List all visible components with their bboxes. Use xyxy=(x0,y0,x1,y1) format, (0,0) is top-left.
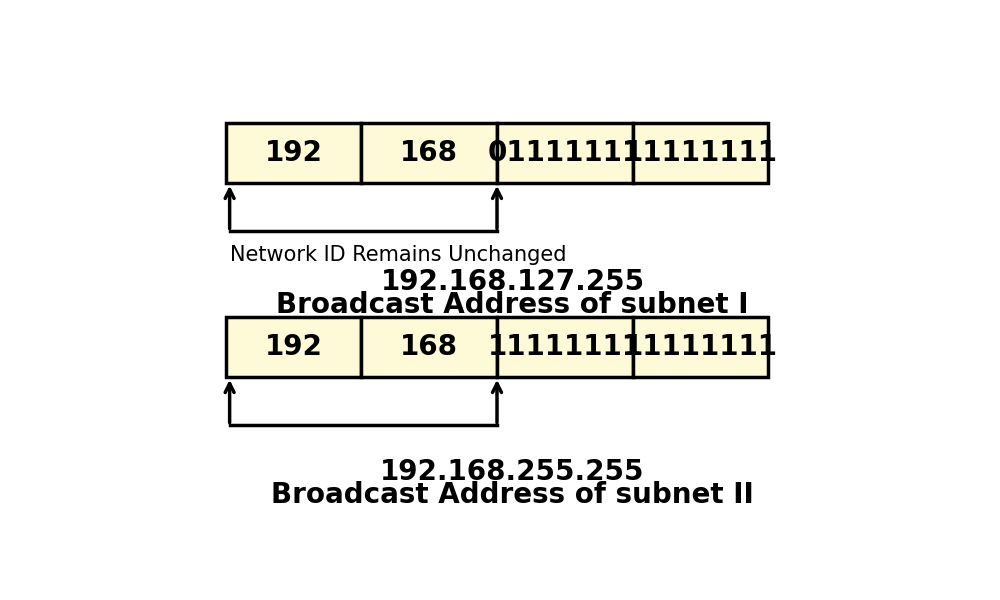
Text: 11111111: 11111111 xyxy=(623,139,777,167)
Text: 168: 168 xyxy=(400,139,458,167)
Text: 11111111: 11111111 xyxy=(623,333,777,361)
Bar xyxy=(633,123,768,183)
Text: Network ID Remains Unchanged: Network ID Remains Unchanged xyxy=(230,245,566,265)
Text: 01111111: 01111111 xyxy=(488,139,642,167)
Text: 192.168.127.255: 192.168.127.255 xyxy=(380,268,645,296)
Text: 192: 192 xyxy=(265,139,322,167)
Text: 11111111: 11111111 xyxy=(488,333,642,361)
Bar xyxy=(361,123,497,183)
Bar xyxy=(497,317,633,377)
Bar xyxy=(633,317,768,377)
Bar xyxy=(497,123,633,183)
Text: Broadcast Address of subnet I: Broadcast Address of subnet I xyxy=(276,292,749,319)
Bar xyxy=(361,317,497,377)
Text: 192: 192 xyxy=(265,333,322,361)
Bar xyxy=(226,317,361,377)
Text: 168: 168 xyxy=(400,333,458,361)
Text: Broadcast Address of subnet II: Broadcast Address of subnet II xyxy=(271,481,754,509)
Text: 192.168.255.255: 192.168.255.255 xyxy=(380,458,645,485)
Bar xyxy=(226,123,361,183)
